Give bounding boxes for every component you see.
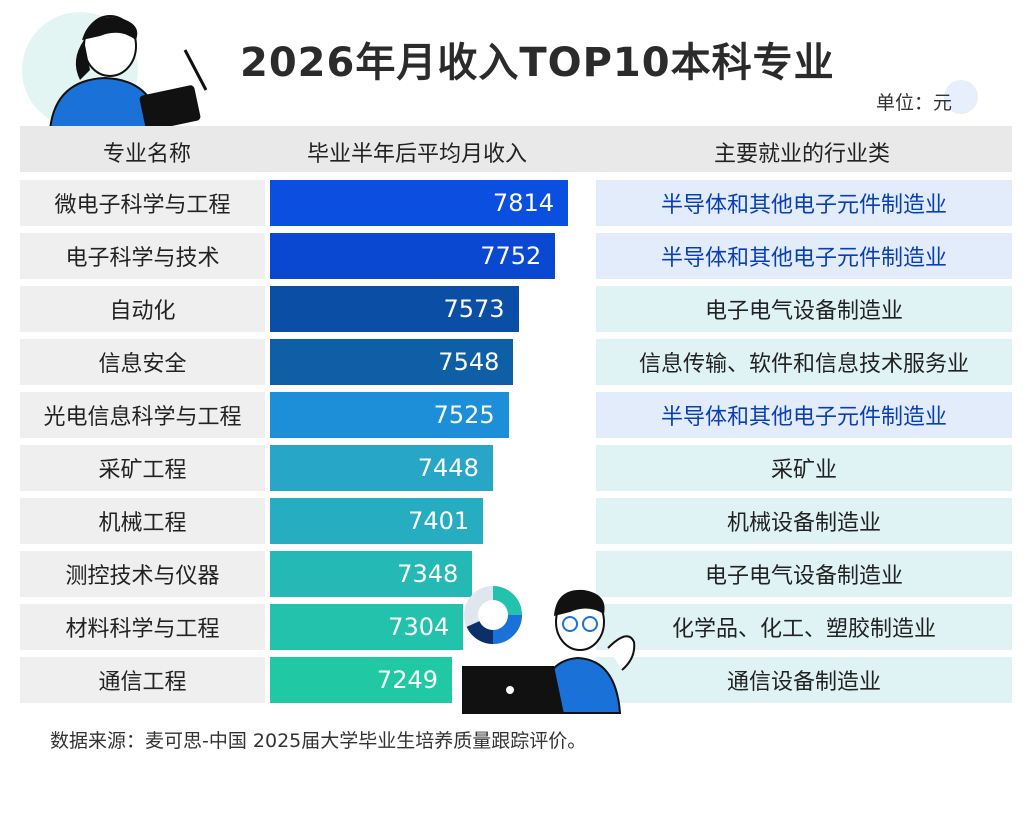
major-label: 采矿工程 [20,445,265,491]
header-major: 专业名称 [103,142,192,167]
income-value-label: 7304 [388,613,450,641]
industry-label: 半导体和其他电子元件制造业 [596,180,1012,226]
person-with-tablet-illustration [22,12,208,130]
income-bar: 7304 [270,604,464,650]
income-value-label: 7573 [443,295,505,323]
unit-label: 单位：元 [876,92,953,114]
major-label: 电子科学与技术 [20,233,265,279]
income-bar: 7525 [270,392,509,438]
income-value-label: 7348 [397,560,459,588]
industry-label: 机械设备制造业 [596,498,1012,544]
chart-title: 2026年月收入TOP10本科专业 [240,40,835,86]
income-bar: 7348 [270,551,473,597]
income-value-label: 7249 [376,666,438,694]
major-label: 机械工程 [20,498,265,544]
income-value-label: 7448 [417,454,479,482]
industry-label: 半导体和其他电子元件制造业 [596,233,1012,279]
major-label: 测控技术与仪器 [20,551,265,597]
industry-label: 通信设备制造业 [596,657,1012,703]
major-label: 微电子科学与工程 [20,180,265,226]
income-bar: 7752 [270,233,556,279]
major-label: 通信工程 [20,657,265,703]
income-value-label: 7752 [480,242,542,270]
income-value-label: 7548 [438,348,500,376]
income-value-label: 7401 [408,507,470,535]
industry-label: 化学品、化工、塑胶制造业 [596,604,1012,650]
header-industry: 主要就业的行业类 [714,142,891,167]
income-bar: 7548 [270,339,514,385]
income-value-label: 7525 [433,401,495,429]
person-with-laptop-illustration [462,589,636,714]
major-label: 信息安全 [20,339,265,385]
income-value-label: 7814 [492,189,554,217]
industry-label: 电子电气设备制造业 [596,286,1012,332]
industry-label: 半导体和其他电子元件制造业 [596,392,1012,438]
major-label: 光电信息科学与工程 [20,392,265,438]
unit-decoration-circle [944,80,978,114]
major-label: 自动化 [20,286,265,332]
major-label: 材料科学与工程 [20,604,265,650]
table-header [20,126,1012,172]
industry-label: 电子电气设备制造业 [596,551,1012,597]
income-bar: 7249 [270,657,452,703]
data-source-note: 数据来源：麦可思-中国 2025届大学毕业生培养质量跟踪评价。 [50,730,587,752]
income-bar: 7573 [270,286,519,332]
income-bar: 7401 [270,498,484,544]
donut-chart-icon [464,586,522,644]
income-bar: 7448 [270,445,493,491]
industry-label: 采矿业 [596,445,1012,491]
header-income: 毕业半年后平均月收入 [307,142,528,167]
industry-label: 信息传输、软件和信息技术服务业 [596,339,1012,385]
income-bar: 7814 [270,180,568,226]
